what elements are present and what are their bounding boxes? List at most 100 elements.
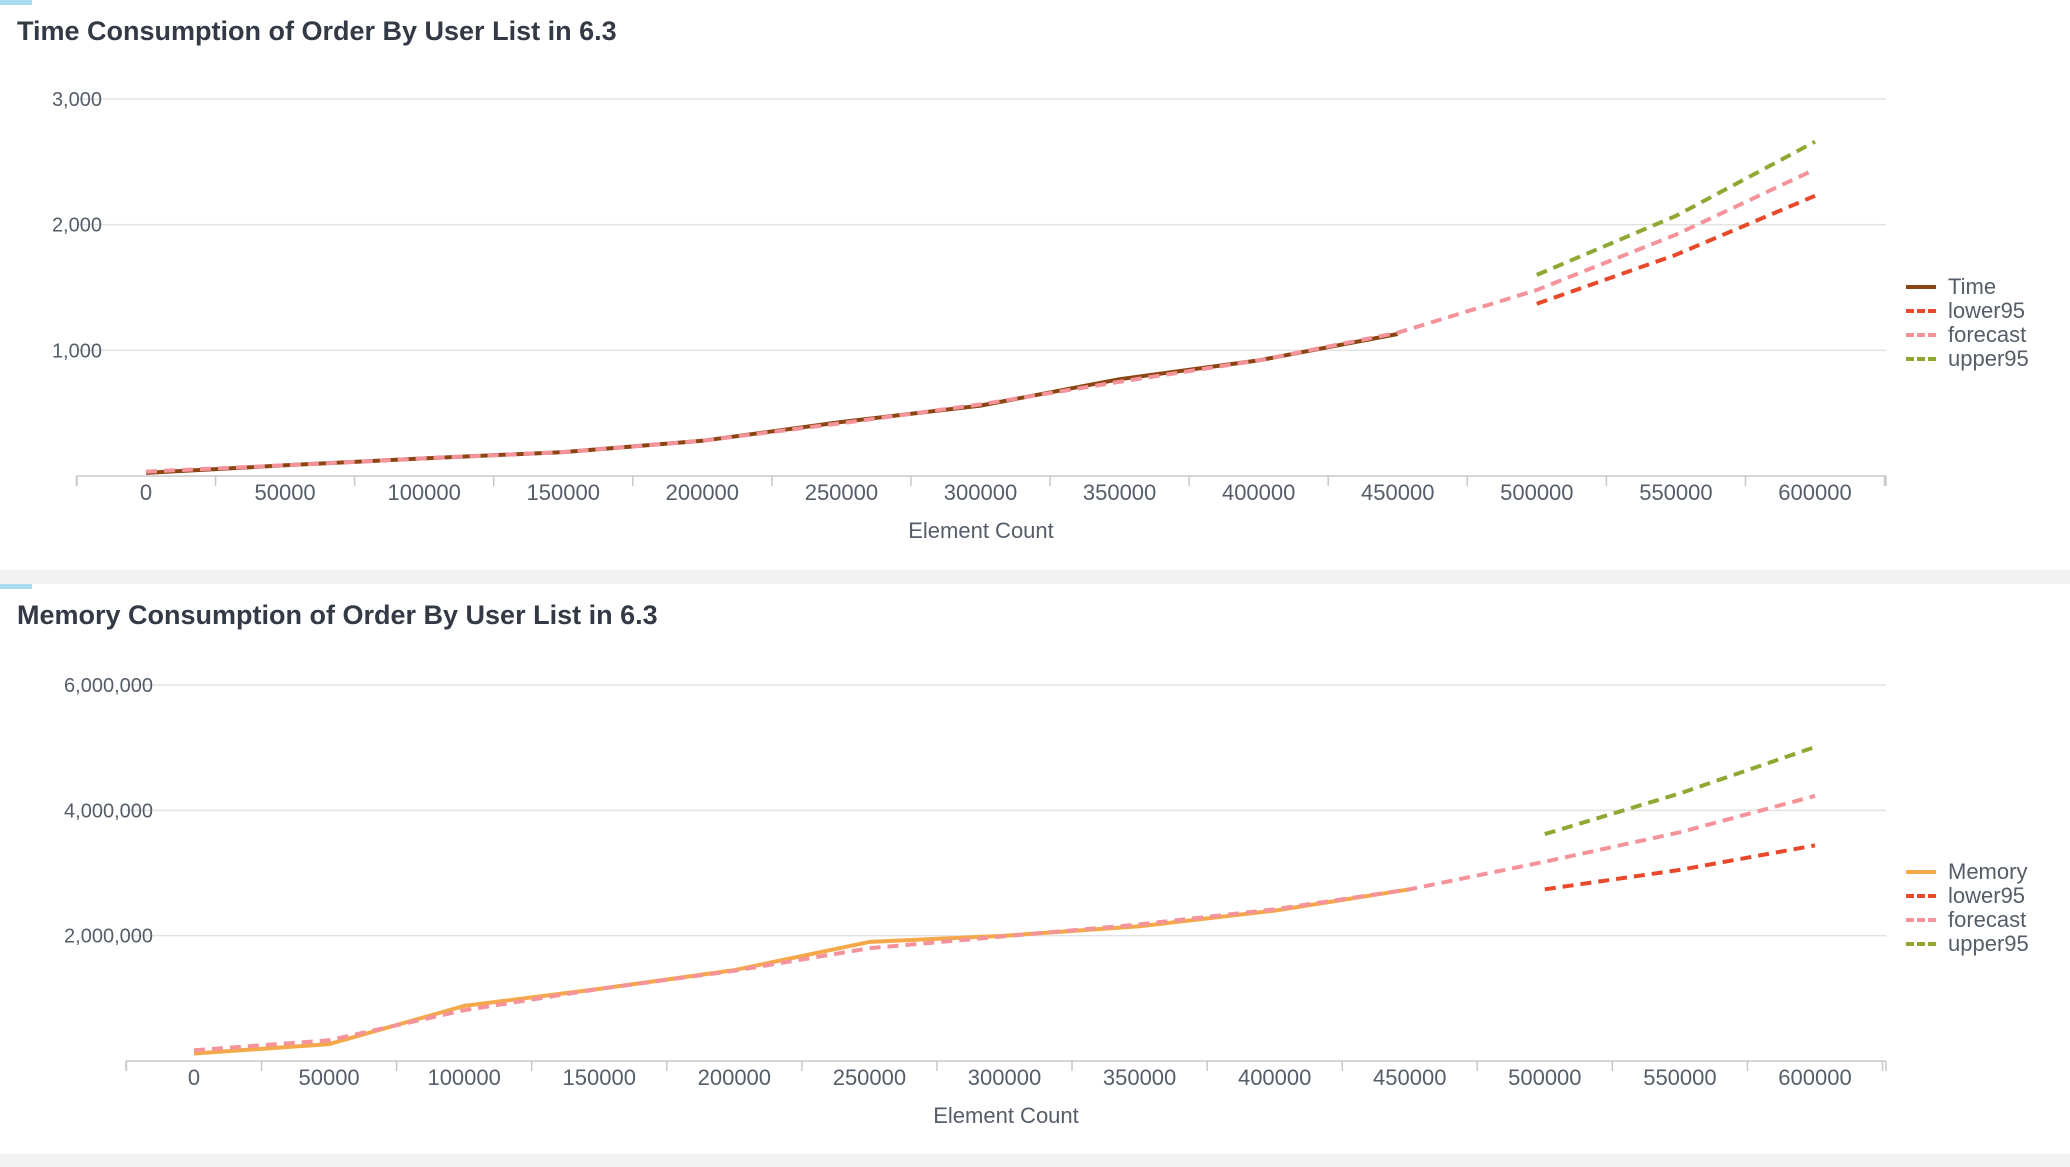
x-axis-label: Element Count (908, 518, 1054, 543)
data-point-forecast (1813, 167, 1817, 171)
data-point-upper95 (1543, 832, 1547, 836)
data-point-forecast (462, 1008, 466, 1012)
x-tick-label: 150000 (563, 1065, 636, 1090)
data-point-forecast (700, 439, 704, 443)
x-tick-label: 500000 (1508, 1065, 1581, 1090)
series-line-forecast (193, 793, 1816, 1053)
data-point-forecast (1535, 288, 1539, 292)
chart-legend: Memory lower95 forecast upper95 (1906, 859, 2029, 956)
series-line-lower95 (1536, 193, 1816, 306)
x-tick-label: 500000 (1500, 480, 1573, 505)
y-tick-label: 3,000 (52, 89, 102, 111)
memory-chart-panel: Memory Consumption of Order By User List… (0, 584, 2070, 1154)
data-point-lower95 (1535, 302, 1539, 306)
legend-label: lower95 (1948, 883, 2026, 908)
legend-label: upper95 (1948, 346, 2029, 371)
x-tick-label: 600000 (1778, 480, 1851, 505)
x-tick-label: 450000 (1373, 1065, 1446, 1090)
x-tick-label: 350000 (1103, 1065, 1176, 1090)
series-line-time (145, 332, 1399, 475)
x-tick-label: 300000 (968, 1065, 1041, 1090)
data-point-forecast (867, 946, 871, 950)
y-tick-label: 4,000,000 (64, 800, 153, 822)
legend-item-lower95[interactable]: lower95 (1906, 298, 2029, 323)
data-point-forecast (1118, 380, 1122, 384)
y-tick-label: 6,000,000 (64, 675, 153, 697)
data-point-forecast (1543, 860, 1547, 864)
legend-swatch (1906, 285, 1936, 289)
data-point-forecast (327, 1038, 331, 1042)
data-point-lower95 (1543, 887, 1547, 891)
data-point-forecast (1138, 922, 1142, 926)
legend-item-time[interactable]: Time (1906, 274, 2029, 299)
legend-item-upper95[interactable]: upper95 (1906, 346, 2029, 371)
x-tick-label: 100000 (387, 480, 460, 505)
x-tick-label: 400000 (1238, 1065, 1311, 1090)
legend-item-memory[interactable]: Memory (1906, 859, 2029, 884)
x-tick-label: 300000 (944, 480, 1017, 505)
data-point-forecast (1408, 887, 1412, 891)
legend-item-lower95[interactable]: lower95 (1906, 883, 2029, 908)
y-tick-label: 2,000,000 (64, 926, 153, 948)
data-point-forecast (1674, 233, 1678, 237)
data-point-forecast (283, 463, 287, 467)
chart-legend: Time lower95 forecast upper95 (1906, 274, 2029, 371)
data-point-forecast (561, 450, 565, 454)
data-point-forecast (1396, 331, 1400, 335)
data-point-forecast (1257, 358, 1261, 362)
data-point-forecast (597, 987, 601, 991)
panel-accent-bar (0, 584, 32, 589)
data-point-upper95 (1813, 745, 1817, 749)
x-tick-label: 250000 (805, 480, 878, 505)
data-point-lower95 (1674, 253, 1678, 257)
legend-label: Time (1948, 274, 1997, 299)
data-point-forecast (1678, 830, 1682, 834)
legend-item-forecast[interactable]: forecast (1906, 322, 2029, 347)
x-tick-label: 0 (140, 480, 152, 505)
x-tick-label: 50000 (254, 480, 315, 505)
data-point-forecast (192, 1048, 196, 1052)
x-tick-label: 600000 (1778, 1065, 1851, 1090)
chart-title: Time Consumption of Order By User List i… (17, 16, 617, 46)
legend-label: forecast (1948, 907, 2027, 932)
legend-item-forecast[interactable]: forecast (1906, 907, 2029, 932)
data-point-lower95 (1678, 868, 1682, 872)
data-point-upper95 (1674, 214, 1678, 218)
legend-swatch (1906, 918, 1936, 922)
x-tick-label: 450000 (1361, 480, 1434, 505)
series-line-upper95 (1544, 745, 1816, 837)
data-point-upper95 (1813, 140, 1817, 144)
time-chart-panel: Time Consumption of Order By User List i… (0, 0, 2070, 570)
x-tick-label: 400000 (1222, 480, 1295, 505)
x-tick-label: 200000 (698, 1065, 771, 1090)
chart-title: Memory Consumption of Order By User List… (17, 600, 658, 630)
series-line-forecast (145, 167, 1816, 474)
data-point-forecast (1273, 907, 1277, 911)
x-tick-label: 100000 (427, 1065, 500, 1090)
x-tick-label: 50000 (298, 1065, 359, 1090)
series-line-upper95 (1536, 139, 1816, 277)
legend-label: Memory (1948, 859, 2028, 884)
time-chart-plot: 1,000 2,000 3,000 0 50000 100000 150000 200000 2… (52, 89, 1887, 543)
legend-swatch (1906, 894, 1936, 898)
data-point-lower95 (1813, 843, 1817, 847)
legend-swatch (1906, 333, 1936, 337)
data-point-forecast (732, 969, 736, 973)
legend-item-upper95[interactable]: upper95 (1906, 931, 2029, 956)
y-tick-label: 1,000 (52, 340, 102, 362)
data-point-memory (867, 940, 871, 944)
legend-swatch (1906, 942, 1936, 946)
legend-label: lower95 (1948, 298, 2026, 323)
data-point-forecast (1813, 794, 1817, 798)
legend-label: upper95 (1948, 931, 2029, 956)
memory-chart-plot: 2,000,000 4,000,000 6,000,000 0 50000 100000 1… (64, 675, 1887, 1128)
data-point-lower95 (1813, 194, 1817, 198)
data-point-forecast (144, 470, 148, 474)
x-axis-label: Element Count (933, 1103, 1079, 1128)
x-tick-label: 550000 (1643, 1065, 1716, 1090)
x-tick-label: 200000 (666, 480, 739, 505)
data-point-upper95 (1678, 791, 1682, 795)
data-point-upper95 (1535, 273, 1539, 277)
x-tick-label: 350000 (1083, 480, 1156, 505)
legend-label: forecast (1948, 322, 2027, 347)
